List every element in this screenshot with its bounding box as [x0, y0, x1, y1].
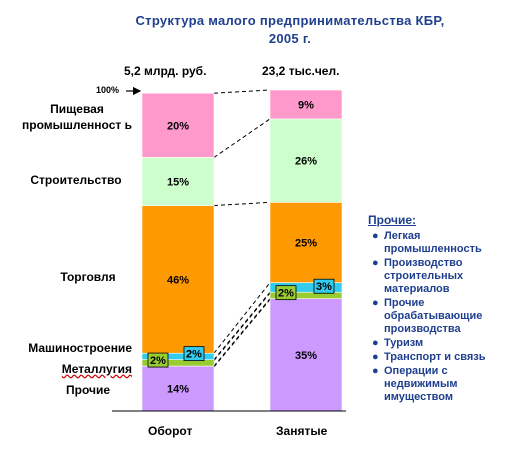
legend-item: ● Производство строительных материалов — [372, 257, 464, 295]
connector-line — [213, 89, 271, 94]
data-label: 9% — [298, 99, 314, 111]
legend-item: ● Легкая промышленность — [372, 230, 482, 255]
x-category-label: Оборот — [148, 424, 193, 438]
connector-line — [213, 291, 271, 360]
bar-segment — [269, 298, 343, 412]
chart-title-line2: 2005 г. — [268, 31, 312, 46]
bar-segment — [141, 92, 215, 158]
data-label-box — [183, 346, 205, 362]
total-right-label: 23,2 тыс.чел. — [262, 64, 340, 78]
chart-title: Структура малого предпринимательства КБР… — [100, 12, 480, 48]
bars-group — [141, 89, 343, 412]
total-left-label: 5,2 млрд. руб. — [124, 64, 207, 78]
legend-item: ● Операции с недвижимым имуществом — [372, 365, 458, 403]
category-label-machinery: Машиностроение — [28, 341, 132, 355]
x-category-label: Занятые — [276, 424, 328, 438]
data-label: 20% — [167, 120, 189, 132]
bar-segment — [141, 205, 215, 354]
bullet-icon: ● — [372, 257, 379, 269]
legend-item: ● Туризм — [372, 337, 424, 349]
bar-segment — [269, 118, 343, 203]
connector-line — [213, 298, 271, 367]
category-label-metallurgy: Металлугия — [61, 362, 132, 376]
data-label: 14% — [167, 384, 189, 396]
data-label-box — [313, 278, 335, 294]
data-label: 46% — [167, 274, 189, 286]
data-label: 2% — [150, 355, 166, 367]
bar-segment — [141, 157, 215, 206]
data-label-box — [147, 352, 169, 368]
bullet-icon: ● — [372, 337, 379, 349]
bullet-icon: ● — [372, 365, 379, 377]
bullet-icon: ● — [372, 230, 379, 242]
legend-title: Прочие: — [368, 213, 416, 227]
data-label: 3% — [316, 281, 332, 293]
bar-segment — [269, 202, 343, 283]
hundred-percent-label: 100% — [96, 85, 120, 95]
data-label: 2% — [278, 288, 294, 300]
bar-segment — [269, 89, 343, 120]
connector-line — [213, 292, 271, 361]
connector-line — [213, 118, 271, 158]
data-label: 35% — [295, 350, 317, 362]
category-label-food: Пищевая промышленност ь — [22, 102, 132, 132]
chart-title-line1: Структура малого предпринимательства КБР… — [135, 13, 445, 28]
bullet-icon: ● — [372, 351, 379, 363]
category-label-trade: Торговля — [60, 270, 116, 284]
data-label: 2% — [186, 349, 202, 361]
connector-lines — [213, 89, 271, 368]
data-label: 25% — [295, 237, 317, 249]
legend-item: ● Прочие обрабатывающие производства — [372, 297, 483, 335]
category-label-other: Прочие — [65, 383, 110, 397]
connector-line — [213, 299, 271, 368]
connector-line — [213, 201, 271, 207]
legend-list: ● Легкая промышленность ● Производство стр… — [370, 230, 520, 405]
legend-item: ● Транспорт и связь — [372, 351, 486, 363]
connector-line — [213, 282, 271, 354]
data-label: 26% — [295, 156, 317, 168]
category-label-construction: Строительство — [30, 173, 122, 187]
data-label-box — [275, 285, 297, 301]
data-label: 15% — [167, 176, 189, 188]
bullet-icon: ● — [372, 297, 379, 309]
data-labels-group: 14% 2% 2% 46% 15% 20% 35% 2% 3% 25% 26% 9% — [147, 99, 335, 396]
